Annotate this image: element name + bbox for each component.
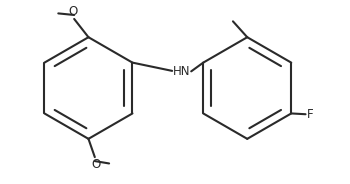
Text: O: O [91, 158, 100, 171]
Text: O: O [69, 5, 78, 18]
Text: HN: HN [173, 65, 190, 78]
Text: F: F [307, 108, 314, 121]
